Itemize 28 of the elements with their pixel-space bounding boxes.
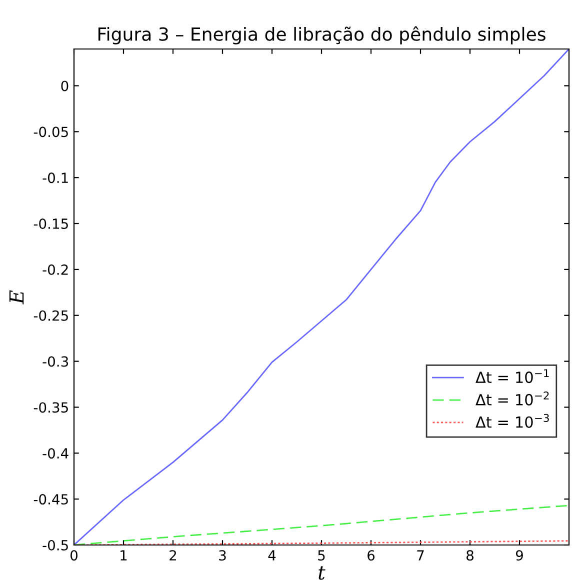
x-tick-label: 1	[120, 550, 127, 560]
y-axis-title: E	[9, 290, 24, 304]
y-tick-label: -0.2	[42, 264, 68, 275]
x-tick-label: 0	[70, 550, 78, 561]
x-axis-title: t	[318, 566, 326, 580]
y-tick-label: -0.3	[42, 356, 68, 367]
y-tick-label: -0.05	[34, 126, 68, 138]
x-tick-label: 4	[268, 550, 276, 560]
y-tick-label: -0.4	[42, 448, 68, 459]
y-tick-label: -0.25	[34, 310, 68, 321]
x-tick-label: 9	[516, 550, 523, 561]
x-tick-label: 2	[170, 550, 176, 560]
x-tick-label: 5	[318, 550, 325, 561]
legend-label: Δt = 10$^{−2}$	[476, 391, 549, 406]
line-series	[74, 49, 569, 545]
y-tick-label: -0.5	[42, 540, 68, 550]
x-tick-label: 7	[417, 550, 424, 560]
y-tick-label: -0.35	[34, 402, 68, 413]
y-tick-label: -0.1	[42, 172, 68, 184]
legend-label: Δt = 10$^{−3}$	[476, 414, 549, 428]
y-tick-label: -0.45	[34, 494, 68, 505]
x-tick-label: 6	[368, 550, 375, 561]
x-tick-label: 3	[219, 550, 226, 561]
y-tick-label: 0	[61, 80, 68, 92]
legend-label: Δt = 10$^{−1}$	[476, 369, 549, 384]
x-tick-label: 8	[466, 550, 474, 561]
chart-title: Figura 3 – Energia de libração do pêndulo simples	[98, 26, 546, 44]
y-tick-label: -0.15	[34, 218, 68, 229]
